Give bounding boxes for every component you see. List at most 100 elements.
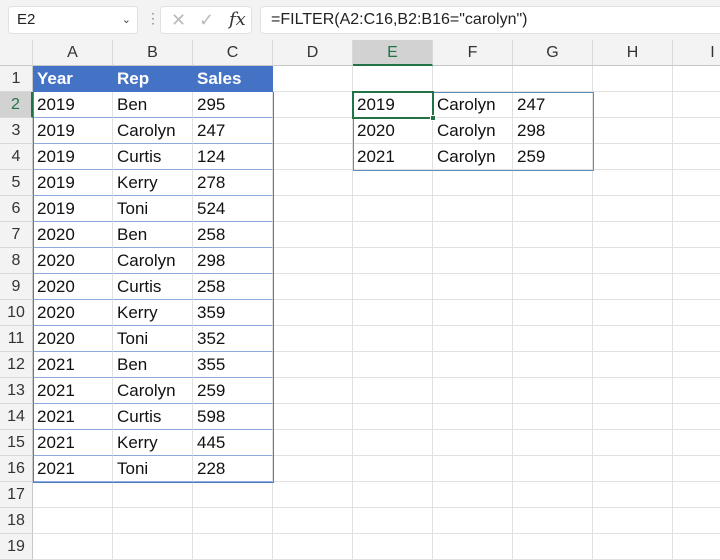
table-cell[interactable]: 2019: [33, 170, 113, 196]
cell[interactable]: [673, 378, 720, 404]
spill-cell[interactable]: 2019: [353, 92, 433, 118]
table-cell[interactable]: Ben: [113, 352, 193, 378]
column-header-I[interactable]: I: [673, 40, 720, 66]
cell[interactable]: [273, 430, 353, 456]
table-cell[interactable]: Carolyn: [113, 378, 193, 404]
cell[interactable]: [433, 300, 513, 326]
table-cell[interactable]: 259: [193, 378, 273, 404]
spill-cell[interactable]: Carolyn: [433, 118, 513, 144]
cell[interactable]: [593, 222, 673, 248]
row-header-3[interactable]: 3: [0, 118, 33, 144]
table-cell[interactable]: 2021: [33, 378, 113, 404]
cell[interactable]: [353, 196, 433, 222]
column-header-H[interactable]: H: [593, 40, 673, 66]
table-cell[interactable]: 2020: [33, 222, 113, 248]
cell[interactable]: [193, 482, 273, 508]
cell[interactable]: [273, 274, 353, 300]
row-header-9[interactable]: 9: [0, 274, 33, 300]
row-header-18[interactable]: 18: [0, 508, 33, 534]
cell[interactable]: [673, 222, 720, 248]
table-cell[interactable]: 2019: [33, 118, 113, 144]
cell[interactable]: [193, 534, 273, 560]
table-cell[interactable]: 278: [193, 170, 273, 196]
row-header-6[interactable]: 6: [0, 196, 33, 222]
cell[interactable]: [593, 248, 673, 274]
table-cell[interactable]: 247: [193, 118, 273, 144]
cell[interactable]: [593, 430, 673, 456]
row-header-12[interactable]: 12: [0, 352, 33, 378]
cell[interactable]: [593, 170, 673, 196]
table-cell[interactable]: 295: [193, 92, 273, 118]
cell[interactable]: [273, 456, 353, 482]
table-cell[interactable]: 298: [193, 248, 273, 274]
cell[interactable]: [673, 352, 720, 378]
cell[interactable]: [593, 92, 673, 118]
column-header-A[interactable]: A: [33, 40, 113, 66]
table-cell[interactable]: Toni: [113, 326, 193, 352]
table-cell[interactable]: Curtis: [113, 144, 193, 170]
cell[interactable]: [193, 508, 273, 534]
cell[interactable]: [353, 404, 433, 430]
cell[interactable]: [513, 66, 593, 92]
table-cell[interactable]: 2019: [33, 144, 113, 170]
row-header-13[interactable]: 13: [0, 378, 33, 404]
table-cell[interactable]: 2020: [33, 248, 113, 274]
cell[interactable]: [673, 66, 720, 92]
table-cell[interactable]: Curtis: [113, 404, 193, 430]
table-cell[interactable]: 2020: [33, 300, 113, 326]
cell[interactable]: [353, 508, 433, 534]
cell[interactable]: [353, 326, 433, 352]
enter-icon[interactable]: ✓: [199, 10, 215, 30]
cell[interactable]: [273, 222, 353, 248]
cell[interactable]: [433, 378, 513, 404]
cell[interactable]: [593, 508, 673, 534]
cell[interactable]: [433, 222, 513, 248]
cell[interactable]: [353, 482, 433, 508]
table-cell[interactable]: 124: [193, 144, 273, 170]
cell[interactable]: [593, 196, 673, 222]
cell[interactable]: [673, 456, 720, 482]
cell[interactable]: [673, 144, 720, 170]
spill-cell[interactable]: 247: [513, 92, 593, 118]
table-cell[interactable]: 2021: [33, 352, 113, 378]
row-header-2[interactable]: 2: [0, 92, 33, 118]
cell[interactable]: [513, 430, 593, 456]
table-cell[interactable]: Ben: [113, 92, 193, 118]
row-header-4[interactable]: 4: [0, 144, 33, 170]
select-all-corner[interactable]: [0, 40, 33, 66]
cell[interactable]: [513, 326, 593, 352]
table-cell[interactable]: Ben: [113, 222, 193, 248]
table-cell[interactable]: Kerry: [113, 430, 193, 456]
chevron-down-icon[interactable]: ⌄: [121, 14, 131, 26]
cell[interactable]: [673, 196, 720, 222]
cell[interactable]: [673, 482, 720, 508]
cell[interactable]: [433, 196, 513, 222]
formula-input[interactable]: =FILTER(A2:C16,B2:B16="carolyn"): [260, 6, 720, 34]
cell[interactable]: [673, 92, 720, 118]
cell[interactable]: [273, 508, 353, 534]
cell[interactable]: [433, 456, 513, 482]
table-cell[interactable]: 258: [193, 274, 273, 300]
row-header-7[interactable]: 7: [0, 222, 33, 248]
cell[interactable]: [593, 66, 673, 92]
column-header-E[interactable]: E: [353, 40, 433, 66]
column-header-C[interactable]: C: [193, 40, 273, 66]
spill-cell[interactable]: 259: [513, 144, 593, 170]
cell[interactable]: [433, 274, 513, 300]
cell[interactable]: [433, 482, 513, 508]
cell[interactable]: [433, 352, 513, 378]
cell[interactable]: [273, 196, 353, 222]
fill-handle[interactable]: [430, 115, 436, 121]
cell[interactable]: [353, 534, 433, 560]
cell[interactable]: [673, 300, 720, 326]
row-header-5[interactable]: 5: [0, 170, 33, 196]
table-cell[interactable]: Toni: [113, 456, 193, 482]
cell[interactable]: [673, 508, 720, 534]
cell[interactable]: [273, 482, 353, 508]
cell[interactable]: [353, 378, 433, 404]
cell[interactable]: [113, 534, 193, 560]
column-header-F[interactable]: F: [433, 40, 513, 66]
cell[interactable]: [33, 508, 113, 534]
column-header-D[interactable]: D: [273, 40, 353, 66]
cell[interactable]: [353, 170, 433, 196]
